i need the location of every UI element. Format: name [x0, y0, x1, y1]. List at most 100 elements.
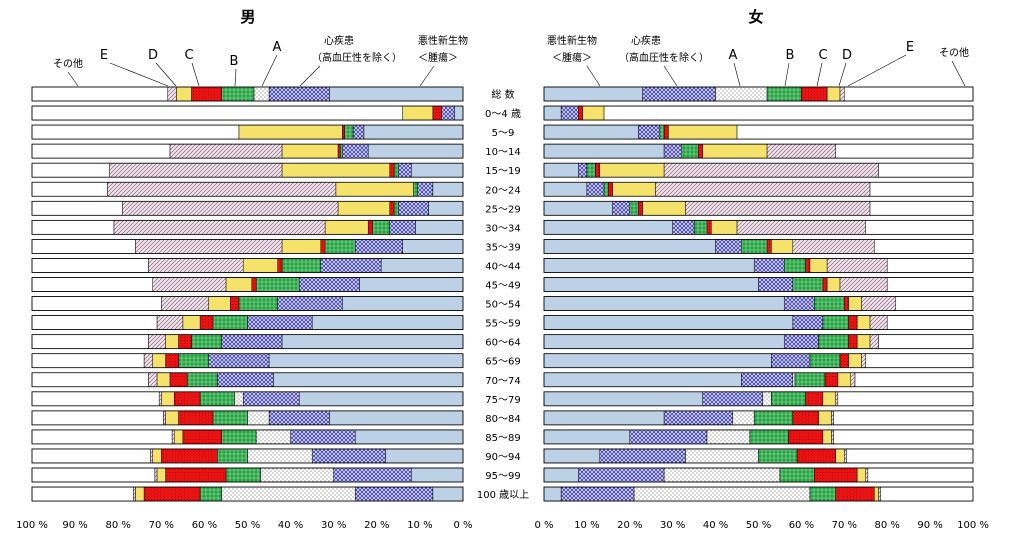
male-bar-cancer [355, 429, 464, 445]
female-bar-a [762, 391, 772, 407]
male-bar-d [281, 143, 339, 159]
age-label: 25～29 [485, 204, 520, 215]
female-bar-cancer [543, 277, 759, 292]
male-bar-outline [31, 219, 464, 235]
female-bar-outline [543, 353, 974, 369]
female-bar-d [856, 467, 866, 483]
male-bar-heart-disease [389, 220, 416, 235]
female-bar-d [818, 410, 832, 426]
male-bar-other [31, 86, 169, 102]
female-bar-d [612, 182, 656, 197]
male-bar-b [217, 448, 248, 464]
female-bar-d [848, 353, 862, 368]
male-bar-b [221, 429, 257, 445]
male-bar-d [208, 296, 231, 311]
female-bar-other [880, 486, 974, 502]
female-bar-e [839, 277, 888, 292]
male-bar-heart-disease [277, 296, 343, 311]
male-leader-lines [67, 54, 435, 87]
female-bar-outline [543, 162, 974, 178]
female-bar-heart-disease [741, 372, 794, 387]
male-bar-c [165, 353, 179, 368]
female-bar-b [809, 486, 836, 502]
female-bar-cancer [543, 467, 579, 483]
male-bar-e [113, 220, 326, 235]
female-bar-d [848, 296, 862, 311]
female-bar-b [603, 182, 609, 197]
female-bar-d [599, 162, 665, 178]
male-bar-other [31, 391, 160, 407]
female-bar-cancer [543, 124, 639, 140]
male-bar-heart-disease [355, 239, 403, 254]
female-bar-c [796, 448, 836, 464]
female-x-tick-label: 90 % [917, 520, 942, 531]
female-bar-other [833, 410, 974, 426]
female-bar-c [822, 277, 828, 292]
female-bar-a [663, 467, 781, 483]
male-bar-b [281, 258, 322, 273]
male-bar-cancer [367, 143, 464, 159]
female-bar-d [668, 124, 738, 140]
female-bar-other [878, 334, 974, 349]
female-x-tick-label: 20 % [617, 520, 642, 531]
age-label: 35～39 [485, 242, 520, 253]
female-bar-outline [543, 315, 974, 331]
female-bar-e [655, 182, 871, 197]
female-bar-e [850, 372, 856, 387]
female-bar-e [831, 410, 834, 426]
male-bar-c [199, 315, 214, 330]
female-x-tick-label: 80 % [874, 520, 899, 531]
female-bar-c [595, 162, 601, 178]
female-bar-d [874, 486, 879, 502]
male-bar-d [152, 448, 162, 464]
male-bar-cancer [329, 86, 464, 102]
age-label: 95～99 [485, 471, 520, 482]
female-bar-outline [543, 124, 974, 140]
male-bar-heart-disease [247, 315, 313, 330]
male-bar-other [31, 220, 115, 235]
male-bar-other [31, 258, 149, 273]
male-bar-other [31, 239, 136, 254]
female-bar-other [867, 467, 974, 483]
female-bar-b [771, 391, 806, 407]
male-bar-e [150, 448, 153, 464]
male-bar-e [167, 86, 177, 102]
age-label: 90～94 [485, 452, 520, 463]
male-bar-heart-disease [217, 372, 274, 387]
female-bar-d [642, 201, 686, 216]
male-bar-other [31, 143, 171, 159]
female-bar-c [766, 239, 772, 254]
male-bar-other [31, 182, 108, 197]
female-legend-d: D [842, 48, 852, 63]
female-bar-outline [543, 105, 974, 121]
female-bar-d [822, 391, 836, 407]
male-bar-cancer [363, 124, 464, 140]
male-bar-outline [31, 448, 464, 464]
male-legend-cancer-1: 悪性新生物 [418, 34, 468, 47]
male-bar-cancer [385, 448, 464, 464]
female-bar-b [779, 467, 815, 483]
age-label: 65～69 [485, 357, 520, 368]
male-bar-e [122, 201, 339, 216]
male-bar-outline [31, 372, 464, 388]
female-legend-a: A [729, 48, 738, 63]
male-bar-d [337, 201, 390, 216]
female-bar-cancer [543, 391, 703, 407]
male-bar-e [158, 391, 162, 407]
male-legend-sonota: その他 [53, 57, 83, 70]
male-bar-c [143, 486, 201, 502]
female-bar-e [869, 315, 888, 330]
male-bar-b [212, 315, 248, 330]
male-bar-a [260, 467, 334, 483]
female-bar-other [835, 143, 974, 159]
female-title: 女 [748, 8, 763, 26]
female-bar-cancer [543, 486, 562, 502]
male-bar-c [367, 220, 373, 235]
female-bar-c [578, 105, 583, 121]
male-x-tick-label: 20 % [364, 520, 389, 531]
male-bar-other [31, 296, 162, 311]
female-bar-a [715, 86, 768, 102]
male-bar-b [393, 201, 399, 216]
male-bar-b [212, 410, 248, 426]
female-legend-e: E [906, 40, 914, 55]
